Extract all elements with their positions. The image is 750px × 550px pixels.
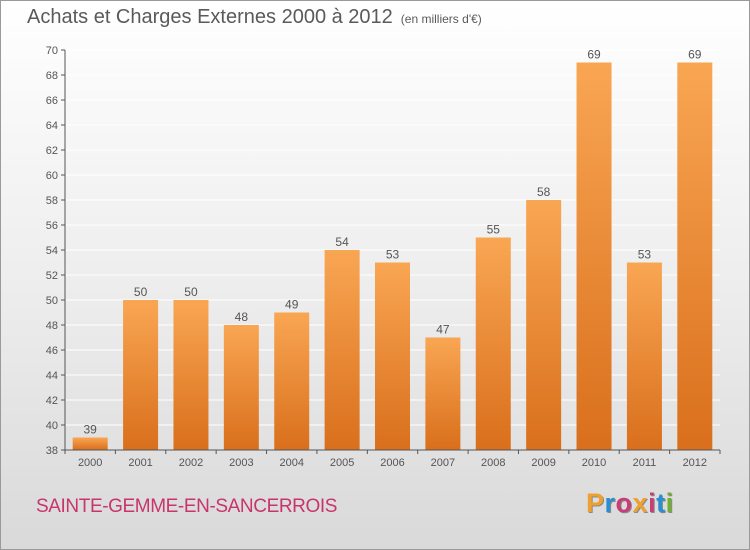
data-label-2005: 54 bbox=[335, 235, 349, 249]
y-tick-label: 48 bbox=[46, 320, 58, 332]
bar-2001 bbox=[123, 300, 159, 450]
logo-letter: t bbox=[656, 488, 666, 518]
x-tick-label: 2000 bbox=[78, 457, 102, 469]
x-tick-label: 2002 bbox=[179, 457, 203, 469]
y-tick-label: 58 bbox=[46, 195, 58, 207]
y-tick-label: 42 bbox=[46, 395, 58, 407]
bar-2011 bbox=[626, 262, 662, 450]
x-tick-label: 2008 bbox=[481, 457, 505, 469]
data-label-2000: 39 bbox=[84, 423, 98, 437]
y-tick-label: 68 bbox=[46, 70, 58, 82]
y-tick-label: 56 bbox=[46, 220, 58, 232]
y-tick-label: 70 bbox=[46, 45, 58, 57]
bar-2000 bbox=[72, 437, 108, 450]
chart-title-text: Achats et Charges Externes 2000 à 2012 bbox=[27, 6, 393, 28]
y-tick-label: 54 bbox=[46, 245, 58, 257]
data-label-2004: 49 bbox=[285, 298, 299, 312]
x-tick-label: 2001 bbox=[128, 457, 152, 469]
y-tick-label: 60 bbox=[46, 170, 58, 182]
proxiti-logo: Proxiti bbox=[586, 488, 674, 519]
data-label-2008: 55 bbox=[487, 223, 501, 237]
logo-letter: i bbox=[665, 488, 674, 518]
bar-2009 bbox=[526, 200, 562, 450]
y-tick-label: 44 bbox=[46, 370, 58, 382]
data-label-2002: 50 bbox=[184, 285, 198, 299]
x-tick-label: 2005 bbox=[330, 457, 354, 469]
y-tick-label: 50 bbox=[46, 295, 58, 307]
logo-letter: P bbox=[586, 488, 605, 518]
chart-subtitle: (en milliers d'€) bbox=[400, 12, 482, 26]
data-label-2011: 53 bbox=[638, 248, 652, 262]
x-tick-label: 2009 bbox=[531, 457, 555, 469]
data-label-2007: 47 bbox=[436, 323, 450, 337]
y-tick-label: 46 bbox=[46, 345, 58, 357]
y-tick-label: 62 bbox=[46, 145, 58, 157]
data-label-2009: 58 bbox=[537, 185, 551, 199]
logo-letter: x bbox=[632, 488, 649, 518]
data-label-2003: 48 bbox=[235, 310, 249, 324]
chart-title: Achats et Charges Externes 2000 à 2012 (e… bbox=[27, 6, 482, 29]
x-tick-label: 2004 bbox=[279, 457, 303, 469]
x-tick-label: 2006 bbox=[380, 457, 404, 469]
bar-2008 bbox=[475, 237, 511, 450]
x-tick-label: 2007 bbox=[431, 457, 455, 469]
y-tick-label: 38 bbox=[46, 445, 58, 457]
x-tick-label: 2012 bbox=[683, 457, 707, 469]
data-label-2006: 53 bbox=[386, 248, 400, 262]
bar-2003 bbox=[223, 325, 259, 450]
y-tick-label: 52 bbox=[46, 270, 58, 282]
bar-2007 bbox=[425, 337, 461, 450]
logo-letter: o bbox=[615, 488, 633, 518]
x-tick-label: 2003 bbox=[229, 457, 253, 469]
data-label-2010: 69 bbox=[587, 48, 601, 62]
logo-letter: r bbox=[604, 488, 616, 518]
x-tick-label: 2011 bbox=[633, 457, 657, 469]
commune-name: SAINTE-GEMME-EN-SANCERROIS bbox=[36, 496, 338, 517]
bar-2010 bbox=[576, 62, 612, 450]
bar-2004 bbox=[274, 312, 310, 450]
bar-2005 bbox=[324, 250, 360, 450]
bar-2012 bbox=[677, 62, 713, 450]
logo-letter: i bbox=[648, 488, 657, 518]
data-label-2012: 69 bbox=[688, 48, 702, 62]
data-label-2001: 50 bbox=[134, 285, 148, 299]
x-tick-label: 2010 bbox=[582, 457, 606, 469]
y-tick-label: 66 bbox=[46, 95, 58, 107]
bar-2006 bbox=[375, 262, 410, 450]
bar-2002 bbox=[173, 300, 209, 450]
y-tick-label: 64 bbox=[46, 120, 58, 132]
y-tick-label: 40 bbox=[46, 420, 58, 432]
